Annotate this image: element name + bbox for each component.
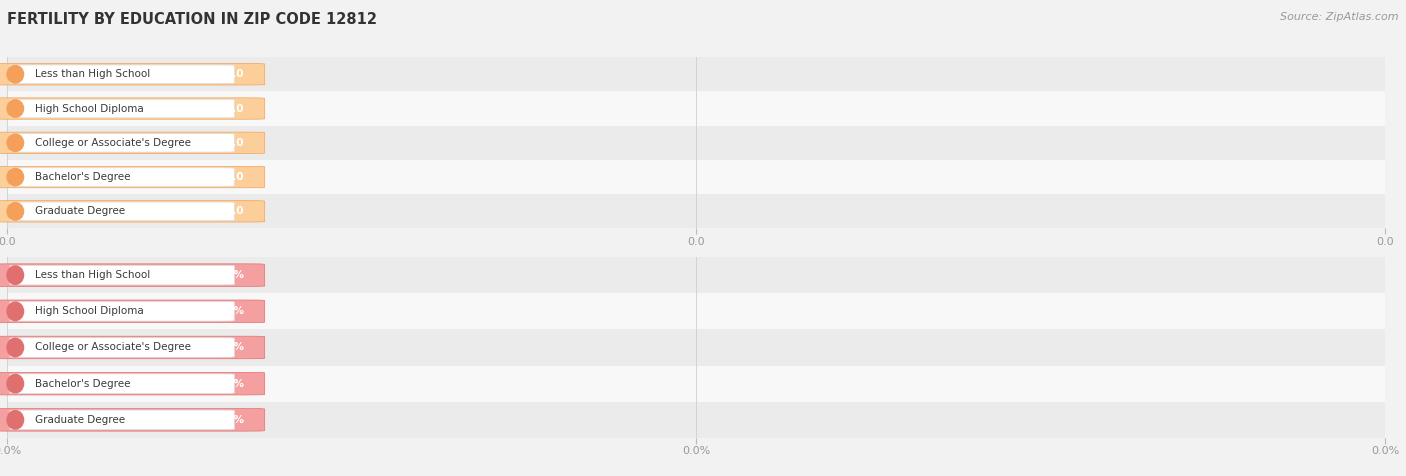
Text: Less than High School: Less than High School xyxy=(35,69,150,79)
Text: College or Associate's Degree: College or Associate's Degree xyxy=(35,342,191,353)
FancyBboxPatch shape xyxy=(10,202,235,220)
FancyBboxPatch shape xyxy=(10,410,235,430)
FancyBboxPatch shape xyxy=(0,98,264,119)
Text: 0.0%: 0.0% xyxy=(215,270,245,280)
FancyBboxPatch shape xyxy=(0,264,264,287)
Bar xyxy=(7,194,1385,228)
Ellipse shape xyxy=(7,134,24,151)
FancyBboxPatch shape xyxy=(10,337,235,357)
FancyBboxPatch shape xyxy=(10,301,235,321)
Bar xyxy=(7,160,1385,194)
Text: Less than High School: Less than High School xyxy=(35,270,150,280)
Text: High School Diploma: High School Diploma xyxy=(35,103,143,114)
FancyBboxPatch shape xyxy=(0,201,264,222)
Text: 0.0: 0.0 xyxy=(225,103,245,114)
FancyBboxPatch shape xyxy=(0,167,264,188)
FancyBboxPatch shape xyxy=(10,99,235,118)
Ellipse shape xyxy=(7,266,24,284)
FancyBboxPatch shape xyxy=(10,134,235,152)
FancyBboxPatch shape xyxy=(10,168,235,186)
Ellipse shape xyxy=(7,302,24,320)
Bar xyxy=(7,57,1385,91)
FancyBboxPatch shape xyxy=(0,132,264,153)
Bar xyxy=(7,126,1385,160)
FancyBboxPatch shape xyxy=(10,265,235,285)
Text: 0.0: 0.0 xyxy=(225,172,245,182)
Ellipse shape xyxy=(7,375,24,393)
FancyBboxPatch shape xyxy=(0,408,264,431)
Bar xyxy=(7,293,1385,329)
Ellipse shape xyxy=(7,338,24,357)
Text: 0.0%: 0.0% xyxy=(215,306,245,317)
Text: 0.0%: 0.0% xyxy=(215,415,245,425)
Bar xyxy=(7,91,1385,126)
Ellipse shape xyxy=(7,203,24,220)
FancyBboxPatch shape xyxy=(0,372,264,395)
Text: 0.0%: 0.0% xyxy=(215,342,245,353)
Text: Graduate Degree: Graduate Degree xyxy=(35,415,125,425)
Text: Bachelor's Degree: Bachelor's Degree xyxy=(35,378,131,389)
Text: Bachelor's Degree: Bachelor's Degree xyxy=(35,172,131,182)
Bar xyxy=(7,329,1385,366)
Text: Source: ZipAtlas.com: Source: ZipAtlas.com xyxy=(1281,12,1399,22)
Bar xyxy=(7,366,1385,402)
Ellipse shape xyxy=(7,66,24,83)
Text: 0.0: 0.0 xyxy=(225,138,245,148)
FancyBboxPatch shape xyxy=(0,300,264,323)
Ellipse shape xyxy=(7,169,24,186)
Ellipse shape xyxy=(7,100,24,117)
Text: FERTILITY BY EDUCATION IN ZIP CODE 12812: FERTILITY BY EDUCATION IN ZIP CODE 12812 xyxy=(7,12,377,27)
FancyBboxPatch shape xyxy=(0,336,264,359)
Text: High School Diploma: High School Diploma xyxy=(35,306,143,317)
Text: Graduate Degree: Graduate Degree xyxy=(35,206,125,217)
Text: 0.0%: 0.0% xyxy=(215,378,245,389)
FancyBboxPatch shape xyxy=(10,374,235,394)
Text: 0.0: 0.0 xyxy=(225,206,245,217)
Ellipse shape xyxy=(7,411,24,429)
FancyBboxPatch shape xyxy=(0,64,264,85)
Bar xyxy=(7,402,1385,438)
Text: 0.0: 0.0 xyxy=(225,69,245,79)
Bar xyxy=(7,257,1385,293)
FancyBboxPatch shape xyxy=(10,65,235,83)
Text: College or Associate's Degree: College or Associate's Degree xyxy=(35,138,191,148)
